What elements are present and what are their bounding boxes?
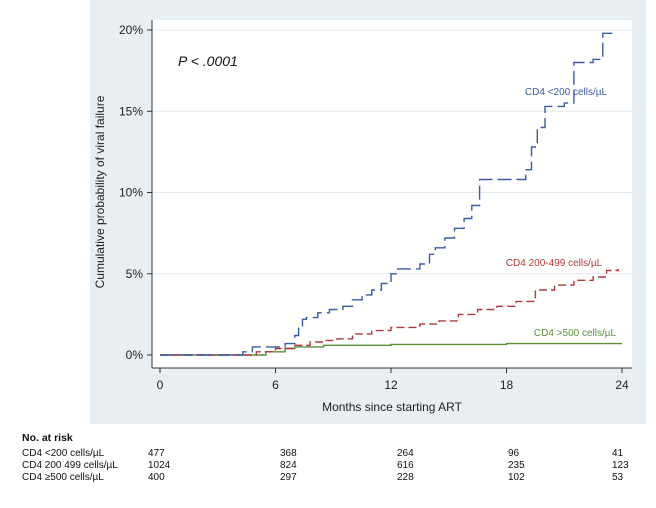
risk-row-cd4-200-499: CD4 200 499 cells/µL 1024 824 616 235 12… [0, 460, 656, 472]
risk-row-label: CD4 <200 cells/µL [22, 448, 105, 459]
p-value-annotation: P < .0001 [178, 53, 238, 69]
y-tick-label: 10% [119, 186, 143, 200]
risk-cell-t18: 235 [508, 460, 525, 471]
x-tick-label: 24 [615, 378, 629, 392]
risk-cell-t18: 102 [508, 472, 525, 483]
risk-cell-t6: 368 [280, 448, 297, 459]
risk-cell-t12: 616 [397, 460, 414, 471]
series-label-cd4-over-500: CD4 >500 cells/µL [534, 328, 617, 339]
risk-row-cd4-over-500: CD4 ≥500 cells/µL 400 297 228 102 53 [0, 472, 656, 484]
risk-cell-t0: 1024 [148, 460, 171, 471]
risk-cell-t12: 264 [397, 448, 414, 459]
risk-cell-t6: 297 [280, 472, 297, 483]
series-line-cd4-200-499 [160, 268, 619, 356]
series-label-cd4-under-200: CD4 <200 cells/µL [525, 87, 608, 98]
series-line-cd4-under-200 [160, 32, 613, 356]
risk-row-label: CD4 200 499 cells/µL [22, 460, 118, 471]
plot-area [152, 20, 632, 368]
x-tick-label: 18 [500, 378, 514, 392]
kaplan-meier-chart: 0% 5% 10% 15% 20% 0 6 12 18 24 Cumulative probabi… [90, 0, 646, 424]
x-axis-title: Months since starting ART [322, 400, 463, 414]
y-tick-label: 20% [119, 23, 143, 37]
x-tick-label: 0 [157, 378, 164, 392]
risk-cell-t0: 400 [148, 472, 165, 483]
series-label-cd4-200-499: CD4 200-499 cells/µL [506, 258, 603, 269]
x-tick-label: 12 [384, 378, 398, 392]
risk-row-label: CD4 ≥500 cells/µL [22, 472, 104, 483]
risk-cell-t6: 824 [280, 460, 297, 471]
number-at-risk-table: No. at risk CD4 <200 cells/µL 477 368 26… [0, 428, 656, 504]
risk-cell-t24: 41 [612, 448, 624, 459]
risk-cell-t24: 123 [612, 460, 629, 471]
risk-table-title: No. at risk [22, 432, 73, 444]
risk-cell-t18: 96 [508, 448, 520, 459]
y-axis-title: Cumulative probability of viral failure [93, 95, 107, 288]
y-tick-label: 0% [126, 348, 144, 362]
risk-cell-t0: 477 [148, 448, 165, 459]
risk-cell-t12: 228 [397, 472, 414, 483]
y-tick-label: 5% [126, 267, 144, 281]
risk-cell-t24: 53 [612, 472, 624, 483]
x-tick-label: 6 [272, 378, 279, 392]
y-tick-label: 15% [119, 104, 143, 118]
risk-row-cd4-under-200: CD4 <200 cells/µL 477 368 264 96 41 [0, 448, 656, 460]
